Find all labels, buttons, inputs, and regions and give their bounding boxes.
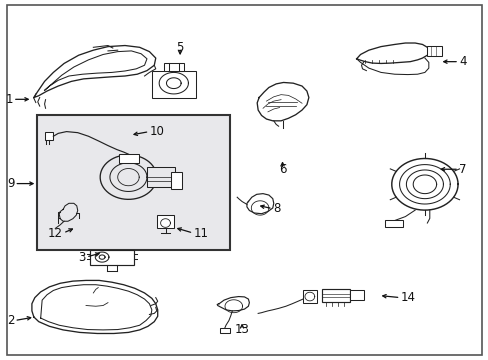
Text: 13: 13 — [234, 323, 249, 336]
Text: 11: 11 — [193, 226, 208, 239]
Text: 8: 8 — [272, 202, 280, 215]
Bar — [384, 220, 403, 226]
Text: 14: 14 — [400, 291, 415, 304]
Bar — [37, 116, 229, 250]
Text: 3: 3 — [79, 251, 86, 264]
Bar — [157, 215, 174, 228]
Bar — [90, 250, 134, 265]
Text: 6: 6 — [278, 163, 285, 176]
Bar — [171, 172, 182, 189]
Bar — [152, 71, 195, 98]
Bar — [147, 167, 175, 187]
Bar — [220, 328, 229, 333]
Bar — [349, 291, 364, 301]
Text: 1: 1 — [5, 93, 13, 106]
Bar — [163, 63, 183, 71]
Bar — [321, 289, 349, 302]
Bar — [119, 154, 139, 163]
Text: 9: 9 — [7, 177, 14, 190]
Text: 7: 7 — [458, 163, 466, 176]
Bar — [303, 290, 316, 303]
Text: 12: 12 — [48, 226, 63, 239]
Text: 2: 2 — [7, 314, 14, 327]
Text: 4: 4 — [458, 55, 466, 68]
Bar — [427, 45, 441, 56]
Text: 10: 10 — [149, 125, 164, 138]
Bar — [44, 132, 53, 140]
Text: 5: 5 — [176, 41, 183, 54]
